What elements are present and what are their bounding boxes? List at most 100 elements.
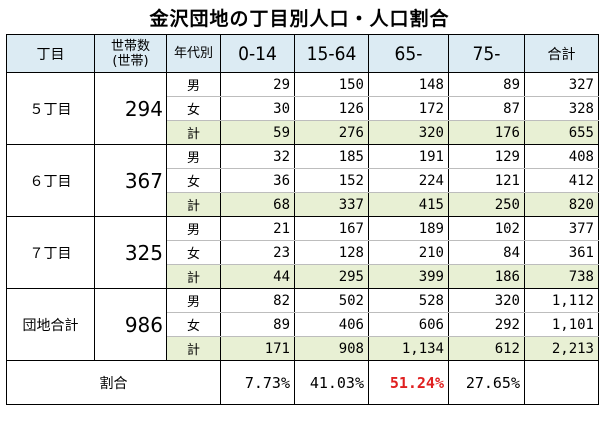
cell-value: 82 xyxy=(220,288,295,313)
cell-value: 23 xyxy=(220,240,295,265)
header-65: 65- xyxy=(368,34,449,73)
cell-value: 84 xyxy=(448,240,525,265)
household-count: 367 xyxy=(94,144,167,217)
sex-label-female: 女 xyxy=(166,168,221,193)
header-row: 丁目 世帯数 (世帯) 年代別 0-14 15-64 65- 75- 合計 xyxy=(6,34,599,73)
cell-value: 337 xyxy=(294,192,369,217)
cell-value: 502 xyxy=(294,288,369,313)
cell-value: 1,101 xyxy=(524,312,599,337)
cell-value: 171 xyxy=(220,336,295,361)
ratio-total xyxy=(524,360,599,405)
cell-value: 59 xyxy=(220,120,295,145)
header-chome: 丁目 xyxy=(6,34,95,73)
cell-value: 2,213 xyxy=(524,336,599,361)
cell-value: 32 xyxy=(220,144,295,169)
table-row: ５丁目 294 男 29 150 148 89 327 xyxy=(6,72,599,145)
sex-label-total: 計 xyxy=(166,264,221,289)
cell-value: 292 xyxy=(448,312,525,337)
ratio-75: 27.65% xyxy=(448,360,525,405)
ratio-0-14: 7.73% xyxy=(220,360,295,405)
table-row: 女 36 152 224 121 412 xyxy=(7,168,599,193)
sex-label-total: 計 xyxy=(166,120,221,145)
header-total: 合計 xyxy=(524,34,599,73)
header-households: 世帯数 (世帯) xyxy=(94,34,167,73)
household-count: 294 xyxy=(94,72,167,145)
cell-value: 415 xyxy=(368,192,449,217)
sex-label-female: 女 xyxy=(166,96,221,121)
cell-value: 148 xyxy=(368,72,449,97)
cell-value: 320 xyxy=(448,288,525,313)
cell-value: 655 xyxy=(524,120,599,145)
cell-value: 129 xyxy=(448,144,525,169)
ratio-row: 割合 7.73% 41.03% 51.24% 27.65% xyxy=(6,360,599,405)
ratio-label: 割合 xyxy=(6,360,221,405)
cell-value: 21 xyxy=(220,216,295,241)
sex-label-total: 計 xyxy=(166,192,221,217)
cell-value: 820 xyxy=(524,192,599,217)
cell-value: 68 xyxy=(220,192,295,217)
sex-label-female: 女 xyxy=(166,240,221,265)
header-age-group: 年代別 xyxy=(166,34,221,73)
cell-value: 295 xyxy=(294,264,369,289)
sex-label-male: 男 xyxy=(166,144,221,169)
table-row-total: 計 59 276 320 176 655 xyxy=(7,120,599,145)
table-row: 団地合計 986 男 82 502 528 320 1,112 xyxy=(6,288,599,361)
cell-value: 44 xyxy=(220,264,295,289)
header-0-14: 0-14 xyxy=(220,34,295,73)
cell-value: 87 xyxy=(448,96,525,121)
cell-value: 408 xyxy=(524,144,599,169)
cell-value: 612 xyxy=(448,336,525,361)
cell-value: 30 xyxy=(220,96,295,121)
ratio-65: 51.24% xyxy=(368,360,449,405)
table-row: 女 30 126 172 87 328 xyxy=(7,96,599,121)
cell-value: 327 xyxy=(524,72,599,97)
sex-label-male: 男 xyxy=(166,216,221,241)
header-15-64: 15-64 xyxy=(294,34,369,73)
cell-value: 528 xyxy=(368,288,449,313)
cell-value: 250 xyxy=(448,192,525,217)
table-row-total: 計 44 295 399 186 738 xyxy=(7,264,599,289)
cell-value: 128 xyxy=(294,240,369,265)
cell-value: 189 xyxy=(368,216,449,241)
table-row-total: 計 68 337 415 250 820 xyxy=(7,192,599,217)
page-title: 金沢団地の丁目別人口・人口割合 xyxy=(149,8,450,30)
cell-value: 738 xyxy=(524,264,599,289)
cell-value: 167 xyxy=(294,216,369,241)
sex-label-female: 女 xyxy=(166,312,221,337)
sex-label-male: 男 xyxy=(166,72,221,97)
cell-value: 908 xyxy=(294,336,369,361)
cell-value: 606 xyxy=(368,312,449,337)
cell-value: 377 xyxy=(524,216,599,241)
household-count: 325 xyxy=(94,216,167,289)
cell-value: 1,134 xyxy=(368,336,449,361)
header-75: 75- xyxy=(448,34,525,73)
cell-value: 1,112 xyxy=(524,288,599,313)
cell-value: 152 xyxy=(294,168,369,193)
cell-value: 276 xyxy=(294,120,369,145)
table-row: 女 89 406 606 292 1,101 xyxy=(7,312,599,337)
cell-value: 185 xyxy=(294,144,369,169)
cell-value: 224 xyxy=(368,168,449,193)
cell-value: 186 xyxy=(448,264,525,289)
header-households-line1: 世帯数 xyxy=(110,38,150,54)
table-row: ６丁目 367 男 32 185 191 129 408 xyxy=(6,144,599,217)
cell-value: 150 xyxy=(294,72,369,97)
cell-value: 210 xyxy=(368,240,449,265)
sex-label-total: 計 xyxy=(166,336,221,361)
cell-value: 36 xyxy=(220,168,295,193)
table-row-total: 計 171 908 1,134 612 2,213 xyxy=(7,336,599,361)
cell-value: 121 xyxy=(448,168,525,193)
cell-value: 361 xyxy=(524,240,599,265)
cell-value: 406 xyxy=(294,312,369,337)
district-name: ５丁目 xyxy=(6,72,95,145)
cell-value: 89 xyxy=(448,72,525,97)
header-households-line2: (世帯) xyxy=(112,53,149,69)
district-name: ７丁目 xyxy=(6,216,95,289)
cell-value: 102 xyxy=(448,216,525,241)
cell-value: 126 xyxy=(294,96,369,121)
cell-value: 328 xyxy=(524,96,599,121)
district-name: ６丁目 xyxy=(6,144,95,217)
cell-value: 89 xyxy=(220,312,295,337)
sex-label-male: 男 xyxy=(166,288,221,313)
table-row: ７丁目 325 男 21 167 189 102 377 xyxy=(6,216,599,289)
